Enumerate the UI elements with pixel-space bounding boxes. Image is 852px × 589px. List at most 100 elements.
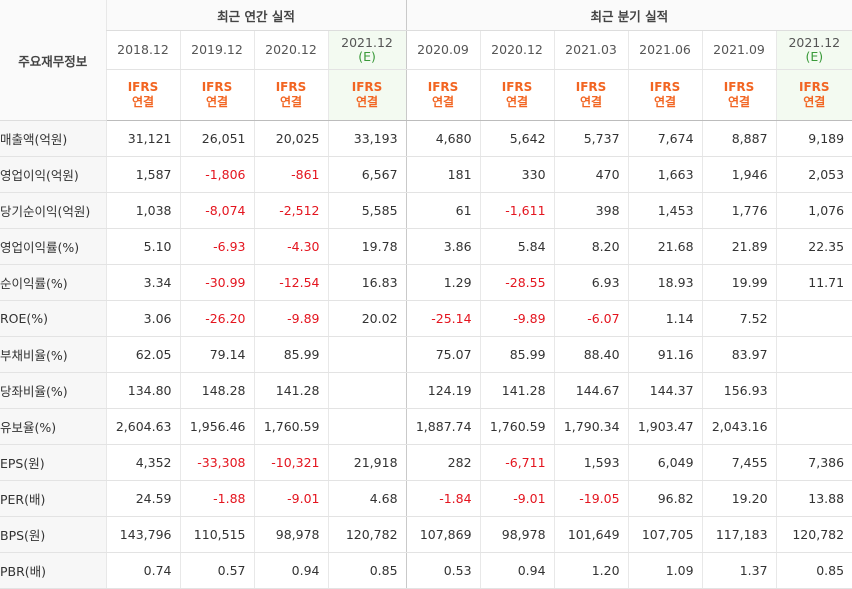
value-cell: 21,918 [327,444,407,481]
value-cell: 1,776 [701,192,777,229]
value-cell: -1.84 [405,480,481,517]
value-cell [775,408,852,445]
value-cell: 1,587 [105,156,180,193]
consolidated-text: 연결 [803,95,826,109]
period-row: 2018.12 2019.12 2020.12 2021.12 (E) 2020.09 20… [0,30,852,70]
value-cell: 6,567 [327,156,407,193]
period-label: 2021.12 [341,35,393,50]
value-cell: 1,663 [627,156,703,193]
row-label: 순이익률(%) [0,264,106,301]
ifrs-standard-text: IFRS [201,80,233,94]
ifrs-standard-text: IFRS [723,80,755,94]
value-cell: -26.20 [179,300,254,337]
accounting-standard-row: IFRS 연결 IFRS 연결 IFRS 연결 IFRS 연결 IFRS 연결 IFRS 연결 IFRS… [0,69,852,121]
value-cell: -4.30 [253,228,328,265]
value-cell: -6.93 [179,228,254,265]
value-cell: 96.82 [627,480,703,517]
ifrs-standard-text: IFRS [351,80,383,94]
value-cell: 0.94 [253,552,328,589]
value-cell: 1,887.74 [405,408,481,445]
value-cell: 85.99 [253,336,328,373]
value-cell: 398 [553,192,629,229]
table-row: 영업이익(억원) 1,587 -1,806 -861 6,567 181 330 470 1,6… [0,156,852,193]
consolidated-text: 연결 [131,95,155,109]
value-cell: -9.89 [253,300,328,337]
period-label: 2019.12 [191,42,243,57]
value-cell: 7,386 [775,444,852,481]
period-label: 2020.09 [417,42,469,57]
ifrs-label: IFRS 연결 [327,69,407,121]
value-cell: -1,806 [179,156,254,193]
value-cell: 85.99 [479,336,555,373]
value-cell [775,372,852,409]
value-cell: 19.99 [701,264,777,301]
period-header: 2021.03 [553,30,629,70]
consolidated-text: 연결 [727,95,751,109]
value-cell: 143,796 [105,516,180,553]
value-cell: 7,674 [627,120,703,157]
value-cell: 144.37 [627,372,703,409]
value-cell: 5,585 [327,192,407,229]
ifrs-label: IFRS 연결 [553,69,629,121]
value-cell: -33,308 [179,444,254,481]
value-cell: 22.35 [775,228,852,265]
ifrs-standard-text: IFRS [427,80,459,94]
value-cell: 5.84 [479,228,555,265]
value-cell: 79.14 [179,336,254,373]
value-cell: 0.53 [405,552,481,589]
period-label: 2020.12 [491,42,543,57]
estimate-tag: (E) [358,49,376,64]
value-cell: 19.20 [701,480,777,517]
value-cell: 120,782 [327,516,407,553]
value-cell: 2,043.16 [701,408,777,445]
row-label: ROE(%) [0,300,106,337]
value-cell: 3.86 [405,228,481,265]
value-cell: 6.93 [553,264,629,301]
value-cell: -9.89 [479,300,555,337]
row-label: PER(배) [0,480,106,517]
row-label: 유보율(%) [0,408,106,445]
value-cell: 16.83 [327,264,407,301]
value-cell: 11.71 [775,264,852,301]
period-header: 2020.09 [405,30,481,70]
row-label: BPS(원) [0,516,106,553]
period-header: 2021.12 (E) [775,30,852,70]
row-header-title: 주요재무정보 [0,0,106,121]
consolidated-text: 연결 [505,95,529,109]
consolidated-text: 연결 [205,95,229,109]
value-cell: -12.54 [253,264,328,301]
value-cell: 20,025 [253,120,328,157]
value-cell: 21.89 [701,228,777,265]
table-row: 순이익률(%) 3.34 -30.99 -12.54 16.83 1.29 -28.55 6.… [0,264,852,301]
value-cell: 1.29 [405,264,481,301]
table-row: ROE(%) 3.06 -26.20 -9.89 20.02 -25.14 -9.89 -6.… [0,300,852,337]
period-label: 2021.06 [639,42,691,57]
period-label: 2021.09 [713,42,765,57]
value-cell: 1,903.47 [627,408,703,445]
value-cell: 24.59 [105,480,180,517]
period-header: 2019.12 [179,30,254,70]
value-cell: 31,121 [105,120,180,157]
value-cell: 5,737 [553,120,629,157]
value-cell: 83.97 [701,336,777,373]
table-body: 매출액(억원) 31,121 26,051 20,025 33,193 4,680 5,64… [0,120,852,589]
value-cell: 2,053 [775,156,852,193]
value-cell: 33,193 [327,120,407,157]
value-cell: 124.19 [405,372,481,409]
value-cell: 141.28 [479,372,555,409]
value-cell: 88.40 [553,336,629,373]
value-cell: 20.02 [327,300,407,337]
value-cell: 110,515 [179,516,254,553]
value-cell: -10,321 [253,444,328,481]
table-row: 매출액(억원) 31,121 26,051 20,025 33,193 4,680 5,64… [0,120,852,157]
ifrs-standard-text: IFRS [575,80,607,94]
row-label: 부채비율(%) [0,336,106,373]
value-cell: 0.85 [775,552,852,589]
period-header: 2021.09 [701,30,777,70]
value-cell: 1.14 [627,300,703,337]
ifrs-standard-text: IFRS [275,80,307,94]
value-cell: 148.28 [179,372,254,409]
value-cell: 75.07 [405,336,481,373]
consolidated-text: 연결 [279,95,303,109]
period-label: 2020.12 [265,42,317,57]
